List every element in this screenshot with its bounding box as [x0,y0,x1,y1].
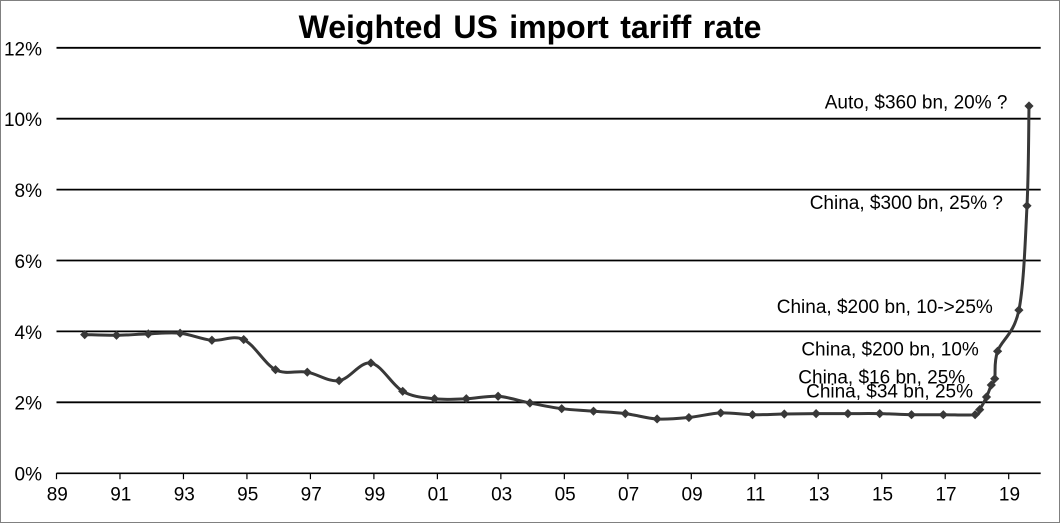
svg-text:0%: 0% [15,464,43,485]
svg-text:11: 11 [746,484,766,505]
svg-text:95: 95 [237,484,258,505]
svg-text:Auto, $360 bn, 20% ?: Auto, $360 bn, 20% ? [825,93,1008,114]
svg-text:97: 97 [301,484,322,505]
svg-text:10%: 10% [4,110,42,131]
svg-text:99: 99 [364,484,385,505]
svg-text:4%: 4% [15,323,43,344]
svg-text:China, $16 bn, 25%: China, $16 bn, 25% [798,368,965,389]
svg-text:01: 01 [428,484,449,505]
svg-text:07: 07 [618,484,639,505]
svg-text:09: 09 [682,484,703,505]
svg-text:12%: 12% [4,39,42,60]
svg-text:93: 93 [174,484,195,505]
svg-text:6%: 6% [15,252,43,273]
svg-text:03: 03 [491,484,512,505]
svg-text:2%: 2% [15,394,43,415]
svg-text:89: 89 [47,484,68,505]
svg-text:15: 15 [872,484,893,505]
svg-text:8%: 8% [15,181,43,202]
svg-text:05: 05 [555,484,576,505]
svg-text:91: 91 [110,484,131,505]
svg-text:China, $34 bn, 25%: China, $34 bn, 25% [806,381,973,402]
svg-text:China, $200 bn, 10->25%: China, $200 bn, 10->25% [777,297,993,318]
svg-text:19: 19 [999,484,1020,505]
svg-text:17: 17 [935,484,956,505]
svg-text:13: 13 [808,484,829,505]
svg-text:China, $200 bn, 10%: China, $200 bn, 10% [801,339,979,360]
svg-text:China, $300 bn, 25% ?: China, $300 bn, 25% ? [810,193,1003,214]
svg-text:Weighted US import tariff rate: Weighted US import tariff rate [299,9,762,45]
